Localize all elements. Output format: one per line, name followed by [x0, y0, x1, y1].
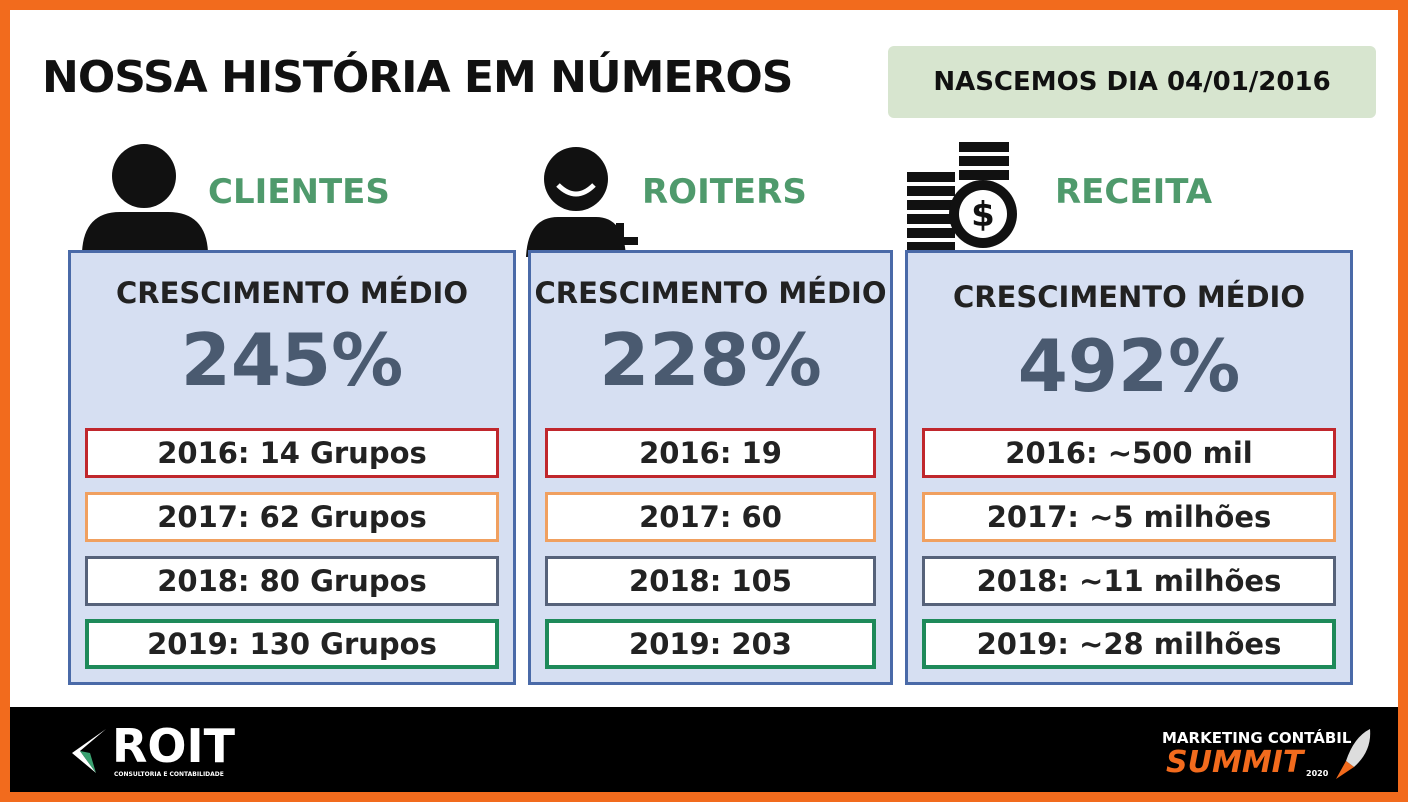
year-row: 2017: ~5 milhões [922, 492, 1336, 542]
year-row: 2019: 203 [545, 619, 876, 669]
column-label: CLIENTES [208, 172, 390, 212]
growth-value: 492% [1017, 324, 1241, 408]
event-top: MARKETING CONTÁBIL [1162, 729, 1352, 747]
year-row: 2019: 130 Grupos [85, 619, 499, 669]
rocket [1336, 729, 1371, 779]
event-year: 2020 [1306, 769, 1329, 778]
year-row: 2018: 105 [545, 556, 876, 606]
event-main: SUMMIT [1166, 745, 1304, 780]
logo-sub: CONSULTORIA E CONTABILIDADE [114, 771, 224, 778]
growth-value: 245% [180, 318, 404, 402]
revenue-icon: $ [907, 142, 1017, 252]
column-label: RECEITA [1055, 172, 1213, 212]
logo: ROIT [112, 719, 236, 773]
client-icon [82, 144, 208, 252]
year-row: 2017: 62 Grupos [85, 492, 499, 542]
panel: CRESCIMENTO MÉDIO 492% 2016: ~500 mil 2017:… [905, 250, 1353, 685]
panel: CRESCIMENTO MÉDIO 245% 2016: 14 Grupos 2017… [68, 250, 516, 685]
subtitle: CRESCIMENTO MÉDIO [115, 276, 469, 310]
year-row: 2016: ~500 mil [922, 428, 1336, 478]
badge: NASCEMOS DIA 04/01/2016 [888, 46, 1376, 118]
year-row: 2016: 14 Grupos [85, 428, 499, 478]
year-row: 2017: 60 [545, 492, 876, 542]
title: NOSSA HISTÓRIA EM NÚMEROS [42, 52, 793, 103]
panel: CRESCIMENTO MÉDIO 228% 2016: 19 2017: 60 201… [528, 250, 893, 685]
logo-mark [72, 729, 106, 773]
year-row: 2018: ~11 milhões [922, 556, 1336, 606]
svg-text:$: $ [971, 195, 995, 235]
year-row: 2018: 80 Grupos [85, 556, 499, 606]
roiter-icon [526, 147, 638, 269]
subtitle: CRESCIMENTO MÉDIO [952, 280, 1306, 314]
year-row: 2016: 19 [545, 428, 876, 478]
year-row: 2019: ~28 milhões [922, 619, 1336, 669]
column-label: ROITERS [642, 172, 807, 212]
footer: ROIT CONSULTORIA E CONTABILIDADE MARKETI… [10, 707, 1398, 792]
subtitle: CRESCIMENTO MÉDIO [534, 276, 887, 310]
growth-value: 228% [599, 318, 822, 402]
